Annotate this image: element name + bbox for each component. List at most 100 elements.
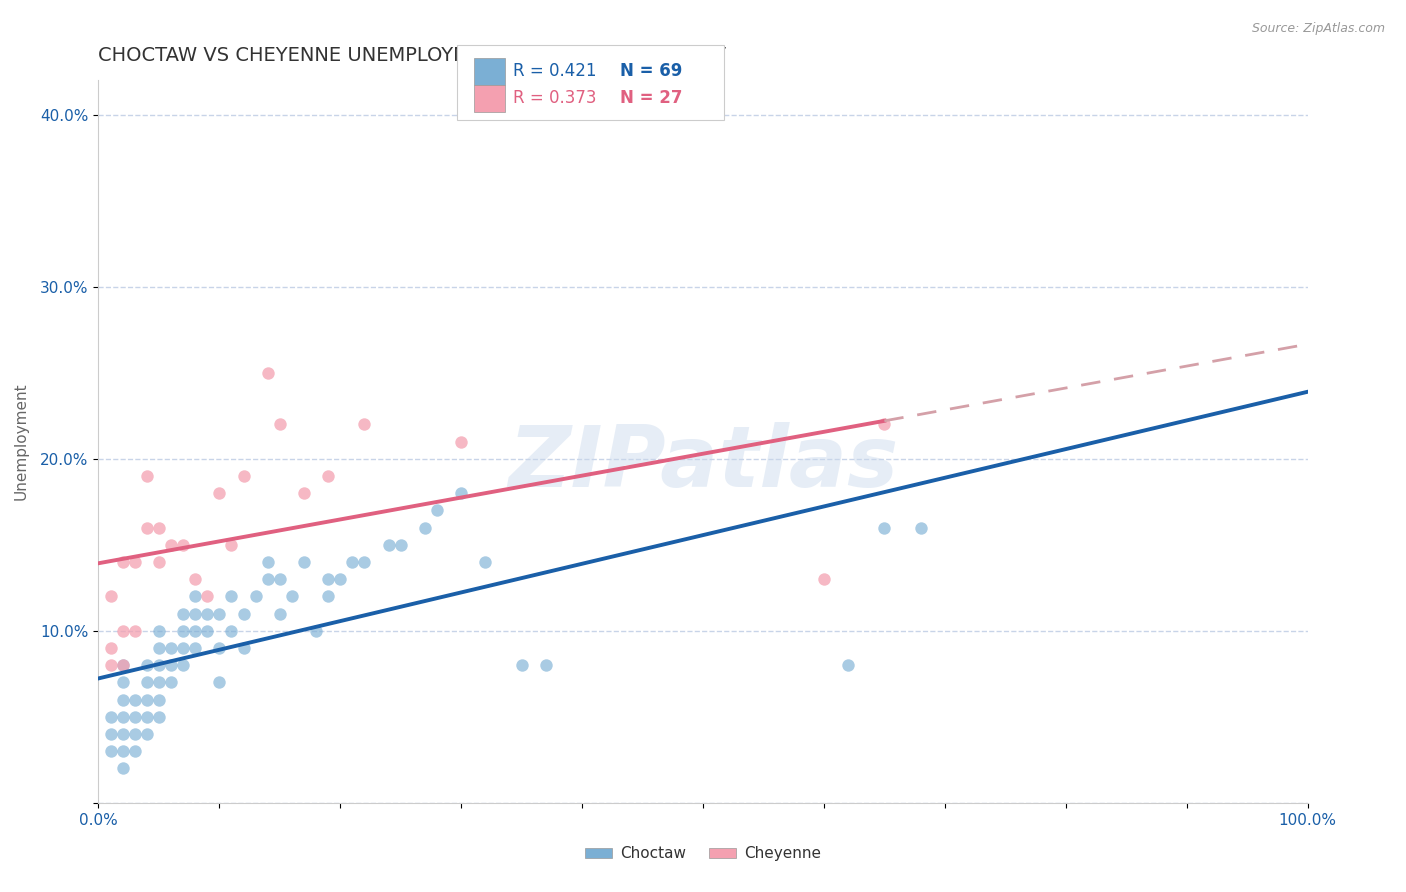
Point [135, 710, 157, 724]
Point [510, 658, 533, 673]
Point [124, 727, 146, 741]
Point [148, 675, 170, 690]
Point [184, 572, 207, 586]
Point [124, 710, 146, 724]
Point [124, 555, 146, 569]
Point [111, 744, 134, 758]
Point [837, 658, 859, 673]
Point [100, 640, 122, 655]
Point [910, 520, 932, 534]
Point [111, 727, 134, 741]
Point [329, 572, 352, 586]
Point [184, 624, 207, 638]
Point [111, 675, 134, 690]
Point [353, 417, 375, 432]
Point [148, 710, 170, 724]
Point [148, 520, 170, 534]
Point [208, 640, 231, 655]
Text: N = 27: N = 27 [620, 89, 682, 107]
Point [292, 486, 315, 500]
Point [342, 555, 364, 569]
Point [208, 607, 231, 621]
Point [148, 692, 170, 706]
Text: N = 69: N = 69 [620, 62, 682, 80]
Point [232, 469, 254, 483]
Point [221, 590, 243, 604]
Point [160, 658, 183, 673]
Point [172, 658, 194, 673]
Point [269, 572, 291, 586]
Point [208, 675, 231, 690]
Text: CHOCTAW VS CHEYENNE UNEMPLOYMENT CORRELATION CHART: CHOCTAW VS CHEYENNE UNEMPLOYMENT CORRELA… [98, 45, 725, 65]
Point [195, 607, 218, 621]
Point [534, 658, 557, 673]
Point [389, 538, 412, 552]
Point [124, 744, 146, 758]
Point [135, 520, 157, 534]
Point [135, 692, 157, 706]
Point [221, 624, 243, 638]
Point [184, 640, 207, 655]
Point [426, 503, 449, 517]
Text: R = 0.421: R = 0.421 [513, 62, 596, 80]
Point [135, 658, 157, 673]
Point [316, 469, 339, 483]
Text: Source: ZipAtlas.com: Source: ZipAtlas.com [1251, 22, 1385, 36]
Point [377, 538, 399, 552]
Point [100, 744, 122, 758]
Point [111, 692, 134, 706]
Point [873, 520, 896, 534]
Point [172, 607, 194, 621]
Point [269, 417, 291, 432]
Point [100, 590, 122, 604]
Point [111, 624, 134, 638]
Point [184, 590, 207, 604]
Point [256, 555, 278, 569]
Point [232, 640, 254, 655]
Point [172, 538, 194, 552]
Point [281, 590, 304, 604]
Point [305, 624, 328, 638]
Point [221, 538, 243, 552]
Point [160, 675, 183, 690]
Point [148, 658, 170, 673]
Point [135, 727, 157, 741]
Point [474, 555, 496, 569]
Point [292, 555, 315, 569]
Point [124, 692, 146, 706]
Point [172, 624, 194, 638]
Point [111, 761, 134, 775]
Text: R = 0.373: R = 0.373 [513, 89, 596, 107]
Y-axis label: Unemployment: Unemployment [14, 383, 30, 500]
Point [184, 607, 207, 621]
Point [124, 624, 146, 638]
Point [256, 366, 278, 380]
Point [148, 555, 170, 569]
Point [208, 486, 231, 500]
Point [111, 658, 134, 673]
Point [111, 658, 134, 673]
Legend: Choctaw, Cheyenne: Choctaw, Cheyenne [579, 840, 827, 867]
Point [172, 640, 194, 655]
Point [232, 607, 254, 621]
Point [269, 607, 291, 621]
Point [100, 658, 122, 673]
Point [316, 572, 339, 586]
Point [353, 555, 375, 569]
Point [160, 640, 183, 655]
Point [245, 590, 267, 604]
Point [100, 710, 122, 724]
Point [148, 624, 170, 638]
Point [111, 710, 134, 724]
Point [873, 417, 896, 432]
Point [195, 590, 218, 604]
Point [111, 555, 134, 569]
Point [195, 624, 218, 638]
Point [413, 520, 436, 534]
Point [813, 572, 835, 586]
Point [160, 538, 183, 552]
Point [135, 469, 157, 483]
Point [135, 675, 157, 690]
Text: ZIPatlas: ZIPatlas [508, 422, 898, 505]
Point [450, 486, 472, 500]
